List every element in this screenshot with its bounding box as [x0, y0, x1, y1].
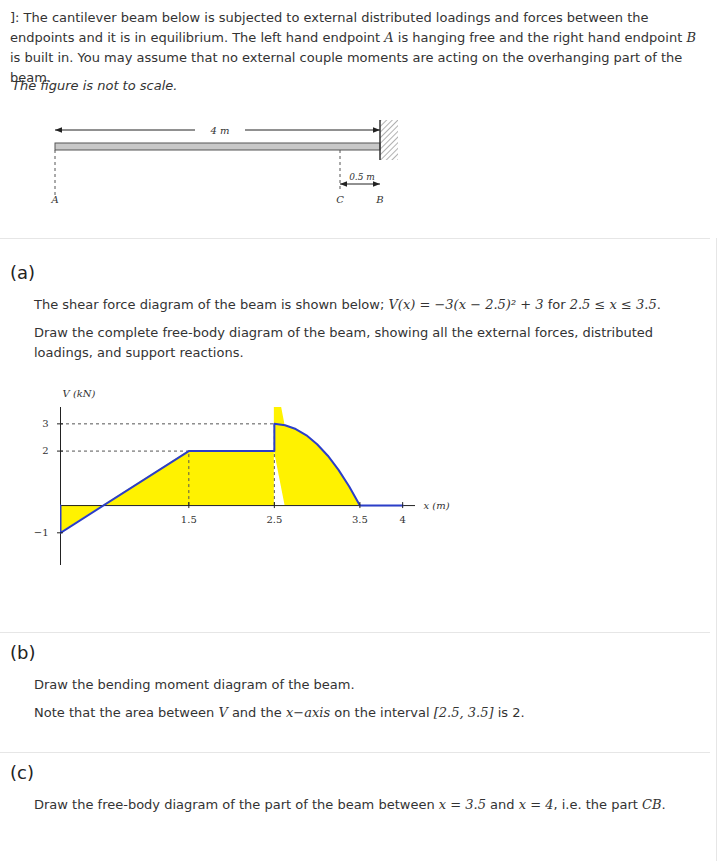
svg-text:V (kN): V (kN) [63, 388, 96, 399]
svg-text:0.5 m: 0.5 m [349, 172, 375, 182]
html-text:Draw the bending moment diagra: Draw the bending moment diagram of the b… [34, 677, 355, 692]
html-text:The figure is not to scale.: The figure is not to scale. [12, 78, 178, 93]
html-text:]: The cantilever beam below i: ]: The cantilever beam below is subjecte… [10, 10, 696, 45]
svg-text:2.5: 2.5 [266, 514, 282, 525]
html-text:Draw the free-body diagram of: Draw the free-body diagram of the part o… [34, 797, 666, 812]
svg-text:A: A [50, 194, 58, 205]
svg-text:4: 4 [399, 514, 405, 525]
svg-text:C: C [336, 194, 344, 205]
svg-text:1.5: 1.5 [181, 514, 197, 525]
svg-text:x (m): x (m) [424, 500, 450, 511]
html-text:The shear force diagram of the: The shear force diagram of the beam is s… [34, 297, 661, 312]
svg-text:3.5: 3.5 [352, 514, 368, 525]
svg-text:B: B [375, 194, 383, 205]
html-text:(c): (c) [10, 762, 34, 783]
svg-text:−1: −1 [34, 527, 49, 538]
html-text:Note that the area between V a: Note that the area between V and the x−a… [34, 705, 525, 720]
html-text:Draw the complete free-body di: Draw the complete free-body diagram of t… [34, 325, 653, 360]
html-text:(b): (b) [10, 642, 36, 663]
svg-text:4 m: 4 m [209, 125, 229, 136]
html-text:(a): (a) [10, 262, 36, 283]
svg-text:2: 2 [42, 445, 48, 456]
html-text:is built in. You may assume th: is built in. You may assume that no exte… [10, 50, 683, 85]
svg-text:3: 3 [42, 418, 48, 429]
